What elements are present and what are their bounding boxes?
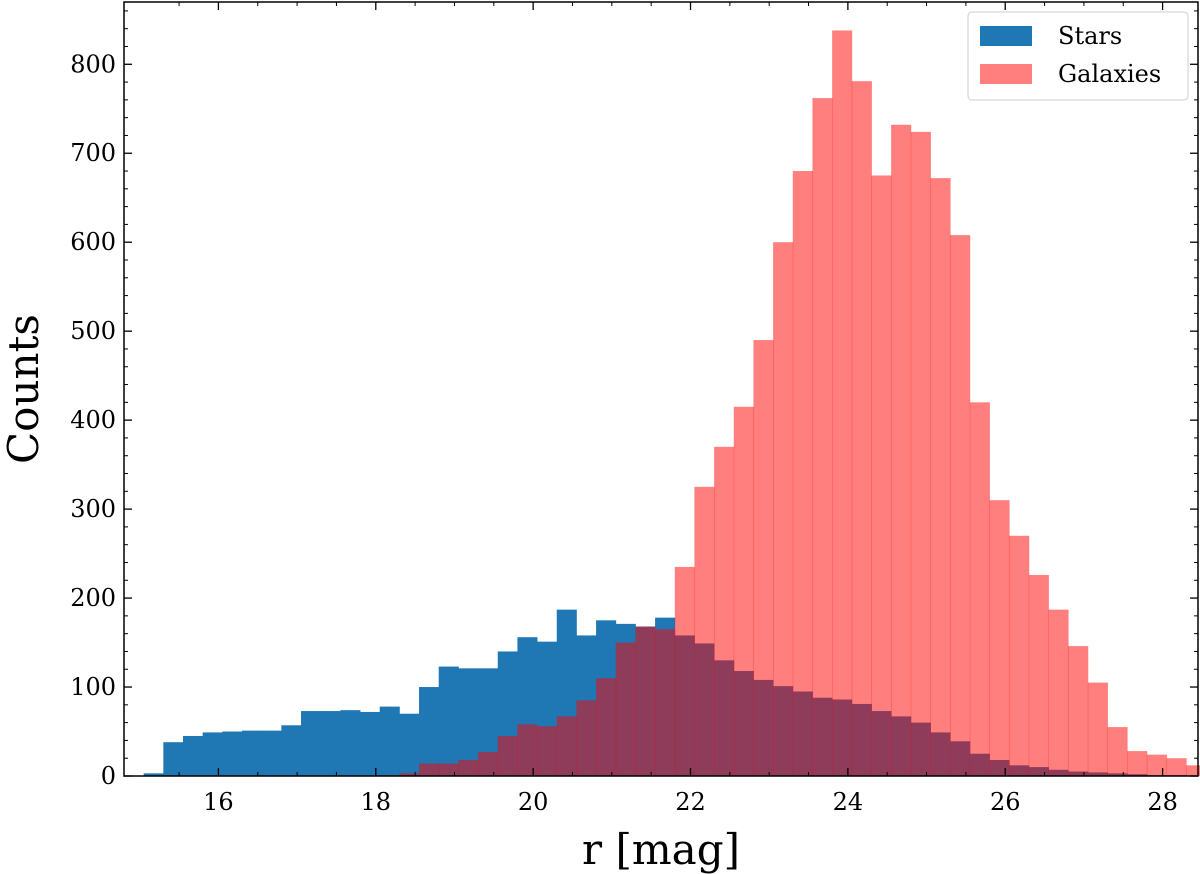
x-tick-label: 26 (990, 788, 1021, 816)
galaxies-bar (419, 763, 440, 776)
galaxies-bar (989, 500, 1010, 776)
galaxies-bar (1186, 765, 1200, 776)
x-tick-label: 20 (518, 788, 549, 816)
stars-bar (281, 725, 302, 776)
plot-frame (123, 1, 1199, 777)
stars-bar (242, 730, 263, 776)
galaxies-bar (1087, 682, 1108, 776)
y-tick-label: 200 (70, 584, 116, 612)
y-tick-label: 100 (70, 673, 116, 701)
galaxies-bar (1068, 646, 1089, 776)
galaxies-bar (655, 629, 676, 776)
galaxies-bar (851, 81, 872, 776)
stars-bar (340, 710, 361, 776)
galaxies-bar (773, 242, 794, 776)
galaxies-bar (812, 98, 833, 776)
stars-bar (202, 732, 223, 776)
galaxies-bar (1166, 758, 1187, 776)
galaxies-bar (556, 716, 577, 776)
stars-bar (183, 735, 204, 776)
series-galaxies (379, 30, 1200, 777)
galaxies-bar (1127, 751, 1148, 776)
legend-swatch-stars (980, 26, 1032, 46)
y-axis-label: Counts (0, 314, 48, 464)
legend-swatch-galaxies (980, 64, 1032, 84)
galaxies-bar (438, 763, 459, 776)
galaxies-bar (576, 700, 597, 776)
galaxies-bar (1048, 609, 1069, 776)
galaxies-bar (1028, 574, 1049, 776)
galaxies-bar (969, 402, 990, 776)
stars-bar (379, 706, 400, 776)
galaxies-bar (871, 175, 892, 776)
x-tick-label: 18 (361, 788, 392, 816)
galaxies-bar (753, 340, 774, 776)
x-axis-label: r [mag] (582, 825, 740, 874)
galaxies-bar (1107, 727, 1128, 776)
legend-label-stars: Stars (1058, 22, 1122, 50)
legend: Stars Galaxies (967, 11, 1189, 101)
y-tick-label: 400 (70, 406, 116, 434)
galaxies-bar (950, 235, 971, 776)
galaxies-bar (832, 30, 853, 776)
x-tick-label: 22 (675, 788, 706, 816)
galaxies-bar (694, 486, 715, 776)
y-tick-label: 300 (70, 495, 116, 523)
galaxies-bar (930, 178, 951, 776)
stars-bar (360, 711, 381, 776)
galaxies-bar (792, 171, 813, 776)
y-tick-label: 700 (70, 139, 116, 167)
galaxies-bar (537, 726, 558, 776)
y-tick-label: 500 (70, 317, 116, 345)
galaxies-bar (399, 773, 420, 776)
galaxies-bar (458, 759, 479, 776)
stars-bar (222, 731, 243, 776)
stars-bar (399, 713, 420, 776)
galaxies-bar (674, 566, 695, 776)
stars-bar (419, 687, 440, 776)
galaxies-bar (891, 124, 912, 777)
x-tick-label: 28 (1147, 788, 1178, 816)
stars-bar (478, 668, 499, 776)
galaxies-bar (635, 626, 656, 776)
y-tick-label: 600 (70, 228, 116, 256)
galaxies-bar (714, 446, 735, 776)
stars-bar (320, 711, 341, 776)
galaxies-bar (497, 735, 518, 776)
legend-label-galaxies: Galaxies (1058, 60, 1161, 88)
stars-bar (301, 711, 322, 776)
galaxies-bar (596, 678, 617, 776)
stars-bar (143, 773, 164, 776)
galaxies-bar (1009, 535, 1030, 776)
galaxies-bar (517, 724, 538, 776)
stars-bar (458, 668, 479, 776)
stars-bar (261, 730, 282, 776)
stars-bar (163, 742, 184, 776)
x-tick-label: 16 (203, 788, 234, 816)
galaxies-bar (478, 751, 499, 776)
galaxies-bar (910, 131, 931, 776)
y-tick-label: 800 (70, 50, 116, 78)
galaxies-bar (733, 406, 754, 776)
galaxies-bar (615, 642, 636, 776)
x-tick-label: 24 (833, 788, 864, 816)
stars-bar (438, 666, 459, 776)
galaxies-bar (1146, 754, 1167, 776)
y-tick-label: 0 (101, 762, 116, 790)
